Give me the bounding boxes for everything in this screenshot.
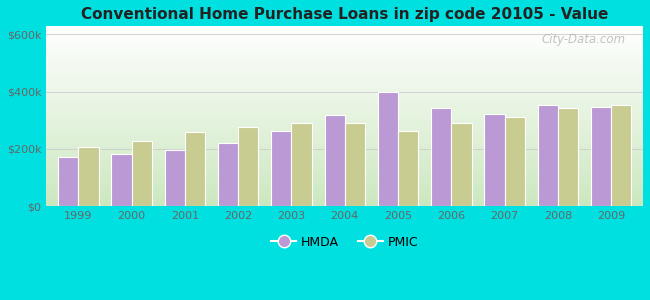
Bar <box>58 158 79 206</box>
Bar <box>324 115 345 206</box>
Bar <box>79 147 99 206</box>
Bar <box>271 131 291 206</box>
Bar <box>504 117 525 206</box>
Bar <box>185 132 205 206</box>
Bar <box>291 122 312 206</box>
Bar <box>218 142 238 206</box>
Bar <box>591 106 611 206</box>
Bar <box>111 154 132 206</box>
Bar <box>538 105 558 206</box>
Bar <box>451 122 471 206</box>
Bar <box>558 108 578 206</box>
Text: City-Data.com: City-Data.com <box>541 33 625 46</box>
Bar <box>238 127 259 206</box>
Bar <box>398 131 418 206</box>
Bar <box>484 114 504 206</box>
Bar <box>611 104 631 206</box>
Bar <box>164 150 185 206</box>
Legend: HMDA, PMIC: HMDA, PMIC <box>266 231 423 254</box>
Title: Conventional Home Purchase Loans in zip code 20105 - Value: Conventional Home Purchase Loans in zip … <box>81 7 608 22</box>
Bar <box>344 122 365 206</box>
Bar <box>132 141 152 206</box>
Bar <box>378 92 398 206</box>
Bar <box>431 108 451 206</box>
